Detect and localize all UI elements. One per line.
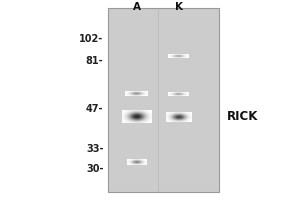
Text: RICK: RICK xyxy=(226,110,258,123)
Text: A: A xyxy=(133,2,140,12)
Text: 30-: 30- xyxy=(86,164,104,174)
Text: 33-: 33- xyxy=(86,144,104,154)
Text: 81-: 81- xyxy=(86,56,104,66)
Text: 102-: 102- xyxy=(79,34,104,44)
Text: K: K xyxy=(175,2,182,12)
Text: 47-: 47- xyxy=(86,104,104,114)
Bar xyxy=(108,8,219,192)
